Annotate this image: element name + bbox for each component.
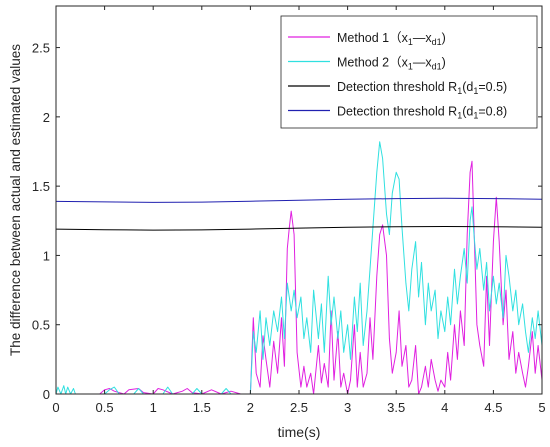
legend: Method 1（x1—xd1) Method 2（x1—xd1) Detectio… — [280, 15, 538, 129]
x-axis-label: time(s) — [278, 424, 321, 440]
x-tick-label: 3.5 — [387, 400, 405, 415]
y-tick-label: 0.5 — [32, 318, 50, 333]
y-tick-label: 0 — [43, 387, 50, 402]
x-tick-label: 5 — [538, 400, 545, 415]
series-line-3 — [55, 226, 543, 231]
x-tick-label: 4 — [441, 400, 448, 415]
x-tick-label: 1.5 — [193, 400, 211, 415]
series-line-1 — [56, 160, 543, 395]
y-tick-label: 2.5 — [32, 41, 50, 56]
legend-label: Detection threshold R1(d1=0.8) — [337, 105, 507, 121]
plot-area — [55, 141, 543, 395]
y-tick-label: 1 — [43, 248, 50, 263]
x-tick-label: 3 — [344, 400, 351, 415]
series-line-4 — [55, 197, 543, 203]
x-tick-label: 2.5 — [290, 400, 308, 415]
legend-box — [280, 15, 538, 129]
legend-label: Method 1（x1—xd1) — [337, 31, 446, 47]
legend-label: Method 2（x1—xd1) — [337, 56, 446, 72]
x-tick-label: 1 — [150, 400, 157, 415]
legend-label: Detection threshold R1(d1=0.5) — [337, 80, 507, 96]
x-tick-label: 0.5 — [96, 400, 114, 415]
series-line-2 — [55, 141, 543, 395]
axis-ticks: 0 0.5 1 1.5 2 2.5 3 3.5 4 4.5 5 0 0.5 1 1.5 2 2.5 — [32, 6, 546, 415]
y-axis-label: The difference between actual and estima… — [8, 44, 23, 356]
y-tick-label: 1.5 — [32, 179, 50, 194]
x-tick-label: 4.5 — [484, 400, 502, 415]
x-tick-label: 0 — [52, 400, 59, 415]
y-tick-label: 2 — [43, 110, 50, 125]
x-tick-label: 2 — [247, 400, 254, 415]
